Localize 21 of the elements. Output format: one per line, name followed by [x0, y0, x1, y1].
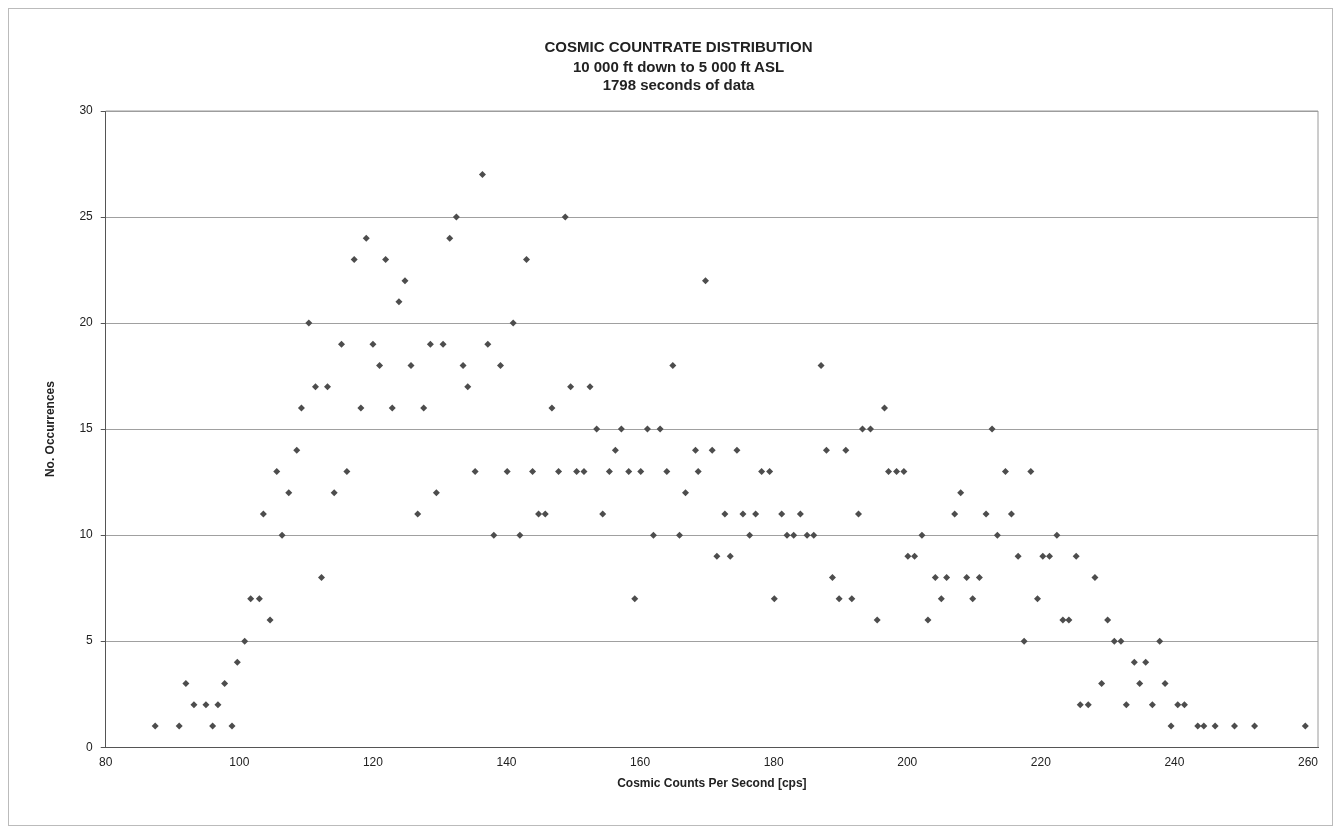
x-tick-label: 220: [1030, 754, 1052, 769]
y-tick-label: 15: [79, 421, 94, 436]
y-tick-label: 0: [86, 739, 94, 754]
x-tick-label: 260: [1297, 754, 1319, 769]
y-tick-label: 10: [79, 527, 94, 542]
x-tick-label: 140: [496, 754, 517, 769]
x-tick-label: 180: [763, 754, 784, 769]
y-axis-title: No. Occurrences: [42, 380, 57, 478]
x-tick-label: 80: [99, 754, 113, 769]
y-tick-label: 5: [86, 633, 94, 648]
x-axis-title: Cosmic Counts Per Second [cps]: [617, 776, 807, 791]
x-tick-label: 100: [229, 754, 250, 769]
x-tick-label: 120: [362, 754, 384, 769]
x-tick-label: 200: [897, 754, 918, 769]
x-tick-label: 240: [1164, 754, 1185, 769]
y-tick-label: 30: [79, 103, 94, 118]
chart-subtitle: 10 000 ft down to 5 000 ft ASL 1798 seconds of data: [572, 58, 785, 94]
x-tick-label: 160: [630, 754, 651, 769]
chart-title: COSMIC COUNTRATE DISTRIBUTION: [544, 38, 813, 56]
y-tick-label: 20: [79, 315, 94, 330]
y-tick-label: 25: [79, 209, 94, 224]
